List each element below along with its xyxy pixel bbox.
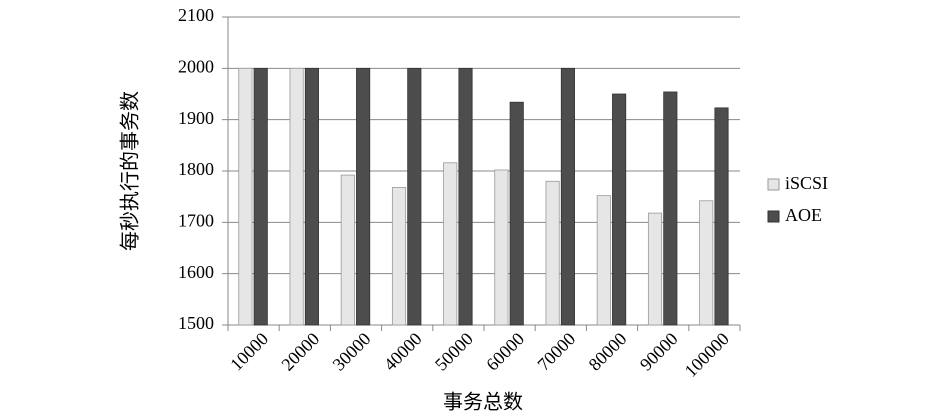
y-tick-label: 1600 <box>178 262 214 282</box>
bar <box>663 91 678 326</box>
bar <box>238 67 253 326</box>
bar <box>494 169 509 326</box>
x-tick-label: 80000 <box>585 329 631 375</box>
y-tick-label: 1800 <box>178 159 214 179</box>
x-tick-label: 10000 <box>226 329 272 375</box>
y-axis-title: 每秒执行的事务数 <box>119 91 142 251</box>
bar <box>545 180 560 326</box>
x-tick-label: 30000 <box>329 329 375 375</box>
bar <box>304 67 319 326</box>
bar <box>458 67 473 326</box>
legend-swatch <box>767 178 780 191</box>
legend-swatch <box>767 210 780 223</box>
bar <box>509 101 524 326</box>
bar <box>647 212 663 326</box>
legend-label: AOE <box>785 205 822 225</box>
x-tick-label: 100000 <box>681 329 733 381</box>
bar <box>407 67 422 326</box>
x-tick-label: 70000 <box>533 329 579 375</box>
x-tick-label: 50000 <box>431 329 477 375</box>
y-tick-label: 1900 <box>178 108 214 128</box>
legend-label: iSCSI <box>785 173 828 193</box>
bar <box>612 93 627 326</box>
y-tick-label: 1500 <box>178 313 214 333</box>
x-tick-label: 40000 <box>380 329 426 375</box>
x-tick-label: 60000 <box>482 329 528 375</box>
bar <box>253 67 268 326</box>
bar <box>560 67 575 326</box>
y-tick-label: 2000 <box>178 56 214 76</box>
y-tick-label: 1700 <box>178 210 214 230</box>
bar <box>391 187 407 326</box>
bar <box>596 195 611 326</box>
y-tick-label: 2100 <box>178 5 214 25</box>
bar <box>356 67 371 326</box>
bar <box>289 67 304 326</box>
bar <box>699 200 714 326</box>
x-tick-label: 90000 <box>636 329 682 375</box>
bar <box>340 174 355 326</box>
x-axis-title: 事务总数 <box>443 391 523 414</box>
bar <box>443 162 458 326</box>
bar <box>714 107 729 326</box>
x-tick-label: 20000 <box>277 329 323 375</box>
